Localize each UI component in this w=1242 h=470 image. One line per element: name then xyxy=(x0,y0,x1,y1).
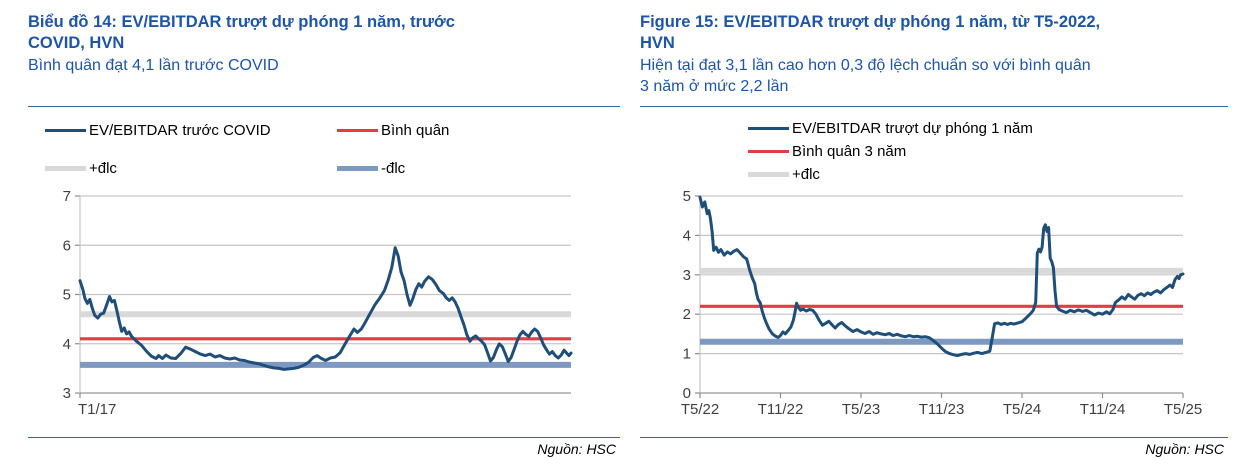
figure-15-subtitle: Hiện tại đạt 3,1 lần cao hơn 0,3 độ lệch… xyxy=(640,57,1091,95)
legend-label: EV/EBITDAR trước COVID xyxy=(89,121,271,139)
figure-14-panel: Biểu đồ 14: EV/EBITDAR trượt dự phóng 1 … xyxy=(28,12,620,459)
legend-marker-plus_sd xyxy=(748,172,789,177)
figure-15-panel: Figure 15: EV/EBITDAR trượt dự phóng 1 n… xyxy=(640,12,1228,459)
x-tick-label: T5/24 xyxy=(1003,401,1041,418)
x-tick-label: T5/23 xyxy=(842,401,880,418)
legend-item: Bình quân 3 năm xyxy=(748,140,1228,163)
figure-14-title: Biểu đồ 14: EV/EBITDAR trượt dự phóng 1 … xyxy=(28,13,455,52)
figure-15-legend: EV/EBITDAR trượt dự phóng 1 năm Bình quân… xyxy=(640,117,1228,186)
y-tick-label: 7 xyxy=(63,188,71,205)
y-tick-label: 3 xyxy=(63,385,71,402)
legend-item: +đlc xyxy=(45,157,337,179)
x-tick-label: T11/23 xyxy=(919,401,965,418)
figure-14-legend: EV/EBITDAR trước COVID Bình quân +đlc -đlc xyxy=(28,119,620,181)
legend-label: Bình quân xyxy=(381,121,450,139)
legend-label: +đlc xyxy=(792,166,820,183)
figure-14-subtitle: Bình quân đạt 4,1 lần trước COVID xyxy=(28,57,279,74)
legend-marker-series xyxy=(45,128,86,132)
legend-item: EV/EBITDAR trước COVID xyxy=(45,119,337,141)
legend-marker-mean xyxy=(337,128,378,132)
figure-14-source: Nguồn: HSC xyxy=(537,441,616,457)
legend-item: -đlc xyxy=(337,157,620,179)
legend-marker-series xyxy=(748,127,789,130)
y-tick-label: 6 xyxy=(63,237,71,254)
legend-label: Bình quân 3 năm xyxy=(792,143,907,160)
legend-marker-minus_sd xyxy=(337,165,378,171)
legend-marker-mean xyxy=(748,150,789,153)
figure-15-header: Figure 15: EV/EBITDAR trượt dự phóng 1 n… xyxy=(640,12,1228,107)
y-tick-label: 2 xyxy=(683,306,691,323)
legend-marker-plus_sd xyxy=(45,165,86,171)
legend-label: -đlc xyxy=(381,159,406,177)
figure-15-source: Nguồn: HSC xyxy=(1145,441,1224,457)
legend-item: Bình quân xyxy=(337,119,620,141)
figure-14-chart-canvas: 3 4 5 6 7 T1/17 xyxy=(63,188,573,418)
series-line xyxy=(78,246,573,371)
figure-15-source-row: Nguồn: HSC xyxy=(640,437,1228,459)
y-tick-label: 5 xyxy=(63,287,71,304)
figure-15-chart-canvas: 0 1 2 3 4 5 T5/22 T11/22 T5/23 T11/23 T5/24 T11/24 T… xyxy=(681,188,1202,418)
y-tick-label: 4 xyxy=(683,227,691,244)
x-tick-label: T11/22 xyxy=(758,401,804,418)
y-tick-label: 5 xyxy=(683,188,691,205)
figure-14-header: Biểu đồ 14: EV/EBITDAR trượt dự phóng 1 … xyxy=(28,12,620,107)
legend-item: +đlc xyxy=(748,163,1228,186)
y-tick-label: 3 xyxy=(683,267,691,284)
legend-item: EV/EBITDAR trượt dự phóng 1 năm xyxy=(748,117,1228,140)
legend-label: +đlc xyxy=(89,159,117,177)
x-tick-label: T5/22 xyxy=(681,401,719,418)
figure-14-source-row: Nguồn: HSC xyxy=(28,437,620,459)
series-line xyxy=(698,195,1185,358)
x-tick-label: T5/25 xyxy=(1164,401,1202,418)
x-tick-label: T1/17 xyxy=(78,401,116,418)
legend-label: EV/EBITDAR trượt dự phóng 1 năm xyxy=(792,120,1033,137)
report-page: Biểu đồ 14: EV/EBITDAR trượt dự phóng 1 … xyxy=(28,12,1228,459)
y-tick-label: 0 xyxy=(683,385,691,402)
figure-15-title: Figure 15: EV/EBITDAR trượt dự phóng 1 n… xyxy=(640,13,1101,52)
y-tick-label: 1 xyxy=(683,346,691,363)
x-tick-label: T11/24 xyxy=(1080,401,1126,418)
y-tick-label: 4 xyxy=(63,336,71,353)
